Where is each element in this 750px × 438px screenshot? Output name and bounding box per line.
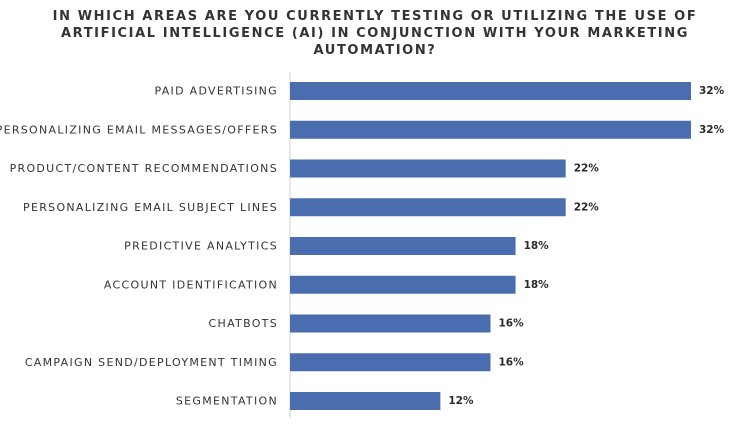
value-label: 32% <box>699 124 725 136</box>
bar <box>290 353 491 372</box>
bar <box>290 159 566 178</box>
value-label: 16% <box>499 356 525 368</box>
category-label: PERSONALIZING EMAIL SUBJECT LINES <box>23 201 278 214</box>
bar <box>290 82 691 100</box>
bars-group: PAID ADVERTISING 32% PERSONALIZING EMAIL M… <box>0 82 725 410</box>
value-label: 16% <box>499 318 525 330</box>
category-label: CHATBOTS <box>209 317 278 330</box>
value-label: 32% <box>699 85 725 97</box>
bar <box>290 198 566 217</box>
category-label: ACCOUNT IDENTIFICATION <box>104 278 278 291</box>
bar <box>290 314 491 333</box>
value-label: 22% <box>574 163 600 175</box>
value-label: 22% <box>574 201 600 213</box>
category-label: PRODUCT/CONTENT RECOMMENDATIONS <box>10 162 278 175</box>
category-label: PAID ADVERTISING <box>154 85 278 98</box>
category-label: CAMPAIGN SEND/DEPLOYMENT TIMING <box>25 356 278 369</box>
bar <box>290 120 691 139</box>
value-label: 12% <box>448 395 474 407</box>
category-label: SEGMENTATION <box>176 395 278 408</box>
value-label: 18% <box>524 279 550 291</box>
bar <box>290 237 516 255</box>
bar <box>290 275 516 294</box>
category-label: PERSONALIZING EMAIL MESSAGES/OFFERS <box>0 123 278 136</box>
category-label: PREDICTIVE ANALYTICS <box>124 240 278 253</box>
chart-title: IN WHICH AREAS ARE YOU CURRENTLY TESTING… <box>52 9 698 58</box>
value-label: 18% <box>524 240 550 252</box>
bar <box>290 392 441 410</box>
